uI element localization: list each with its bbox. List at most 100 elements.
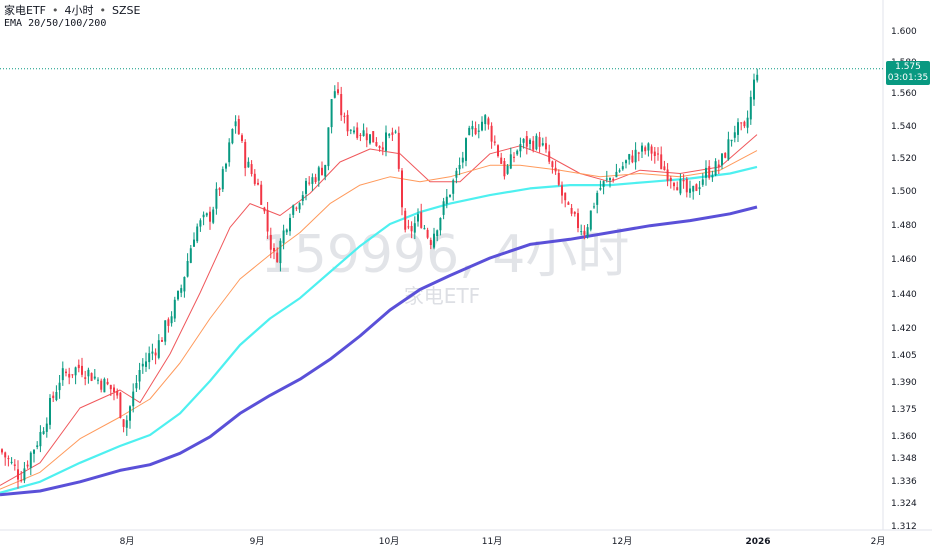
candle-body: [743, 121, 746, 127]
candle-body: [103, 378, 106, 393]
candle-body: [93, 376, 96, 379]
candle-body: [225, 163, 227, 169]
x-tick-label: 10月: [379, 536, 399, 547]
candle-body: [708, 166, 711, 178]
candle-body: [10, 461, 13, 463]
interval-label[interactable]: 4小时: [64, 4, 94, 17]
candle-body: [570, 208, 573, 214]
candle-body: [689, 188, 691, 193]
indicator-legend[interactable]: EMA 20/50/100/200: [4, 18, 107, 29]
last-price-value: 1.575: [895, 62, 921, 72]
candle-body: [253, 173, 256, 184]
candle-body: [343, 115, 346, 117]
candle-body: [257, 182, 259, 185]
candle-body: [49, 398, 51, 425]
candle-body: [173, 299, 176, 319]
candle-body: [529, 139, 531, 144]
candle-body: [663, 166, 666, 170]
candle-body: [247, 161, 250, 168]
candle-body: [756, 74, 759, 81]
candle-body: [573, 212, 576, 214]
candle-body: [183, 277, 186, 292]
candle-body: [189, 248, 192, 263]
candle-body: [61, 368, 64, 381]
candle-body: [679, 179, 682, 194]
ema-line-ema100: [0, 165, 758, 494]
candle-body: [753, 79, 755, 100]
x-tick-label: 11月: [482, 536, 502, 547]
candle-body: [644, 147, 647, 152]
y-tick-label: 1.540: [891, 122, 917, 132]
candle-body: [516, 150, 519, 155]
candle-body: [426, 229, 429, 238]
candle-body: [4, 452, 7, 458]
watermark-name: 家电ETF: [404, 284, 480, 308]
candle-body: [468, 127, 471, 135]
candle-body: [349, 129, 352, 131]
candle-body: [359, 134, 362, 136]
candle-body: [394, 131, 397, 133]
candle-body: [205, 213, 208, 216]
candle-body: [330, 99, 333, 128]
candle-body: [26, 464, 29, 467]
candle-body: [535, 135, 538, 150]
candle-body: [33, 449, 35, 454]
candle-body: [429, 239, 432, 245]
candle-body: [164, 320, 167, 342]
candle-body: [231, 129, 234, 144]
last-price-tag: 1.575 03:01:35: [886, 61, 930, 85]
candle-body: [362, 130, 365, 136]
candle-body: [609, 178, 611, 181]
candle-body: [567, 202, 570, 205]
candle-body: [154, 352, 157, 356]
symbol-name[interactable]: 家电ETF: [4, 4, 46, 17]
candle-body: [445, 196, 448, 204]
y-tick-label: 1.390: [891, 378, 917, 388]
candle-body: [666, 169, 669, 181]
candle-body: [305, 180, 307, 194]
candle-body: [375, 142, 378, 146]
candle-body: [333, 91, 336, 98]
chart-header: 家电ETF • 4小时 • SZSE: [4, 4, 141, 17]
candle-body: [407, 226, 410, 228]
candle-body: [465, 138, 467, 161]
candle-body: [727, 139, 730, 160]
candle-body: [631, 155, 634, 163]
candle-body: [397, 132, 400, 169]
candle-body: [471, 126, 474, 130]
candle-body: [461, 157, 464, 163]
candle-body: [321, 167, 323, 176]
candle-body: [260, 184, 263, 205]
candle-body: [109, 384, 112, 390]
candle-body: [170, 316, 173, 324]
candle-body: [353, 130, 355, 133]
candle-body: [193, 239, 195, 247]
candle-body: [522, 138, 525, 143]
candle-body: [119, 392, 122, 418]
candle-body: [276, 252, 279, 263]
candle-body: [74, 367, 77, 376]
candle-body: [589, 210, 592, 230]
candle-body: [129, 406, 131, 421]
candle-body: [548, 151, 551, 162]
candle-body: [90, 373, 93, 381]
candle-body: [625, 160, 627, 164]
candle-body: [724, 153, 727, 158]
countdown-timer: 03:01:35: [887, 73, 929, 83]
candle-body: [295, 207, 298, 209]
candle-body: [369, 134, 371, 144]
candle-body: [365, 133, 368, 141]
candle-body: [388, 134, 391, 136]
exchange-label: SZSE: [112, 4, 141, 17]
candle-body: [241, 135, 243, 141]
candle-body: [621, 166, 624, 170]
candle-body: [580, 231, 583, 233]
candle-body: [695, 184, 698, 191]
candle-body: [7, 458, 10, 460]
ema-line-ema20: [0, 134, 758, 486]
candle-body: [455, 170, 458, 178]
candle-body: [378, 146, 381, 148]
candle-body: [317, 167, 320, 181]
x-tick-label: 8月: [120, 536, 135, 547]
